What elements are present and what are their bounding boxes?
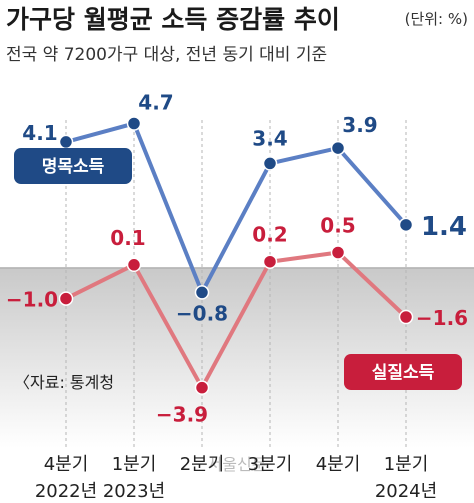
real-point [58, 291, 74, 306]
legend-real-badge [344, 354, 462, 390]
real-value-label: 0.1 [110, 226, 145, 250]
legend-real: 실질소득 [344, 354, 462, 390]
real-value-label: 0.2 [252, 223, 287, 247]
nominal-value-label: 3.9 [342, 113, 377, 137]
x-tick-label: 4분기 [44, 454, 89, 475]
source-note: 〈자료: 통계청 [14, 373, 114, 392]
legend-real-label: 실질소득 [372, 362, 435, 383]
chart-subtitle: 전국 약 7200가구 대상, 전년 동기 대비 기준 [6, 45, 327, 65]
legend-nominal: 명목소득 [14, 148, 132, 184]
watermark: 서울신문 [208, 455, 267, 474]
real-point [194, 380, 210, 395]
nominal-point [126, 116, 142, 131]
x-tick-year-label: 2022년 [35, 481, 97, 502]
nominal-value-label: 1.4 [421, 212, 467, 242]
nominal-point [398, 217, 414, 233]
legend-nominal-label: 명목소득 [42, 157, 105, 177]
real-point [398, 309, 414, 325]
data-points [58, 116, 414, 395]
nominal-value-label: −0.8 [176, 301, 228, 325]
nominal-value-label: 4.1 [22, 121, 57, 145]
data-labels: 4.1 4.7 −0.8 3.4 3.9 1.4 −1.0 0.1 −3.9 0.2 0.5 −1.6 [6, 91, 468, 427]
real-value-label: −3.9 [156, 403, 208, 427]
series-lines [65, 121, 408, 390]
real-value-label: −1.6 [416, 306, 468, 330]
chart-title: 가구당 월평균 소득 증감률 추이 [6, 5, 340, 34]
nominal-point [262, 156, 278, 171]
real-value-label: −1.0 [6, 288, 58, 312]
real-point [126, 257, 142, 273]
nominal-point [330, 140, 346, 156]
x-tick-label: 1분기 [112, 454, 157, 475]
nominal-point [58, 134, 74, 150]
x-tick-label: 4분기 [316, 454, 361, 475]
unit-label: (단위: %) [405, 10, 468, 28]
real-value-label: 0.5 [320, 214, 355, 238]
x-tick-label: 1분기 [384, 454, 429, 475]
x-tick-year-label: 2024년 [375, 481, 437, 502]
legend-nominal-badge [14, 148, 132, 184]
nominal-value-label: 3.4 [252, 126, 287, 150]
x-axis-ticks: 4분기 2022년 1분기 2023년 2분기 3분기 4분기 1분기 2024년 [35, 454, 437, 502]
real-point [330, 245, 346, 260]
nominal-income-line [65, 121, 408, 295]
nominal-value-label: 4.7 [138, 91, 173, 115]
real-point [262, 254, 278, 269]
x-tick-year-label: 2023년 [103, 481, 165, 502]
x-tick-label: 2분기 [180, 454, 225, 475]
real-income-line [65, 250, 408, 390]
x-tick-label: 3분기 [248, 454, 293, 475]
nominal-point [194, 285, 210, 300]
